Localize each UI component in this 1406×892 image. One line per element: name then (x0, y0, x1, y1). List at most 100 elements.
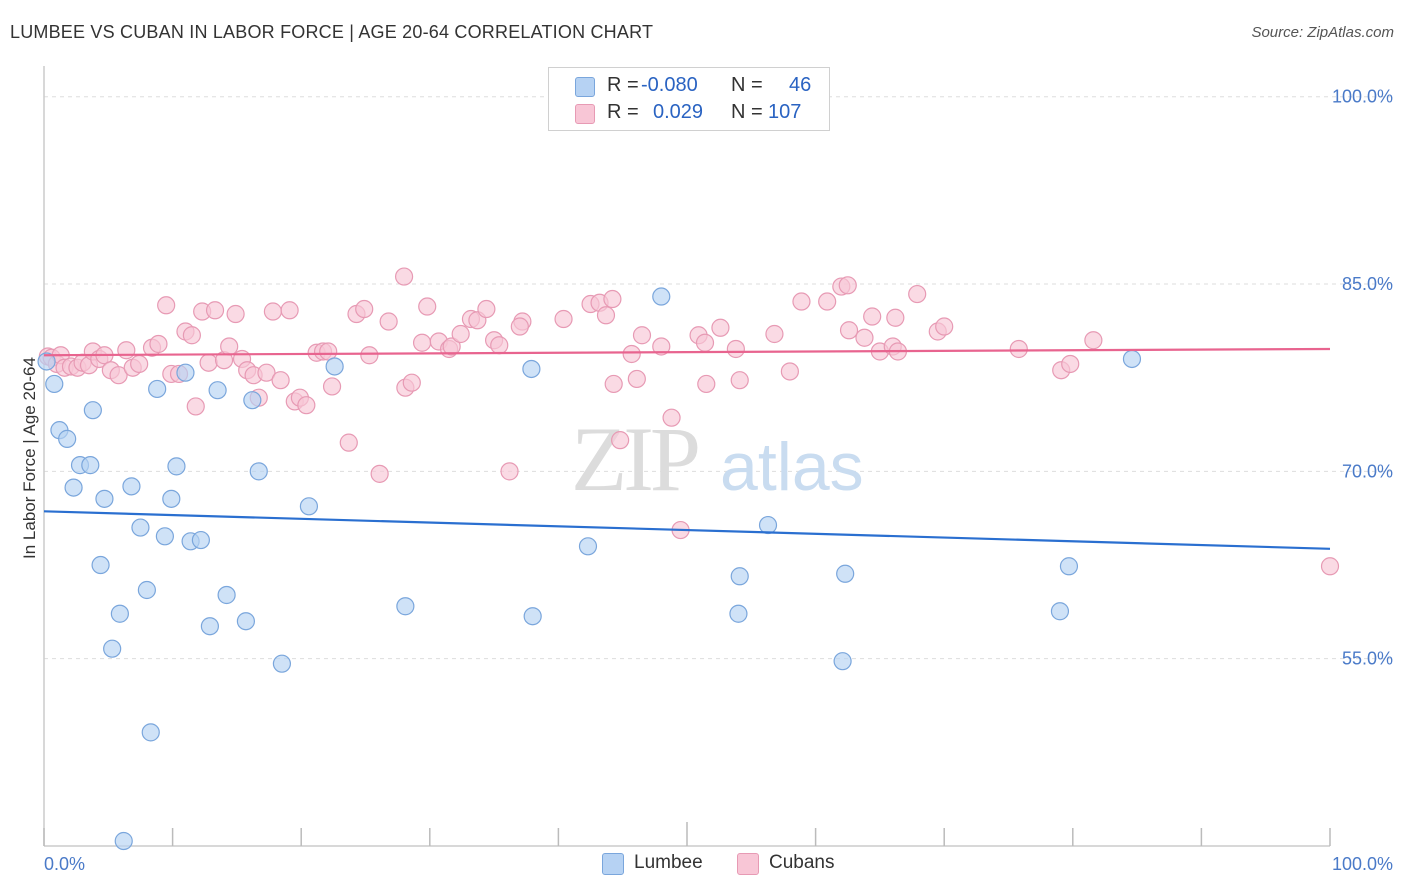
point-lumbee (114, 831, 133, 851)
point-lumbee (758, 515, 778, 535)
point-lumbee (155, 527, 174, 546)
point-cubans (765, 324, 784, 344)
point-lumbee (249, 462, 268, 481)
data-points (37, 267, 1340, 851)
point-lumbee (652, 287, 671, 306)
point-cubans (652, 337, 671, 356)
point-lumbee (208, 381, 227, 400)
point-cubans (263, 302, 283, 321)
point-lumbee (299, 497, 319, 516)
watermark-zip: ZIP (571, 408, 698, 510)
point-cubans (726, 339, 745, 359)
x-tick-label: 0.0% (44, 854, 85, 874)
point-cubans (418, 297, 437, 316)
point-cubans (149, 334, 168, 354)
point-cubans (780, 362, 799, 381)
point-cubans (451, 324, 470, 344)
legend-label-lumbee: Lumbee (634, 852, 703, 873)
point-cubans (379, 312, 398, 331)
point-cubans (322, 377, 342, 396)
point-lumbee (81, 456, 100, 475)
point-cubans (1084, 331, 1103, 350)
x-tick-labels: 0.0% 100.0% (44, 854, 1393, 874)
point-lumbee (191, 530, 210, 550)
point-lumbee (137, 580, 156, 600)
point-cubans (510, 317, 529, 336)
point-cubans (1320, 557, 1340, 576)
legend-label-cubans: Cubans (769, 852, 835, 873)
point-cubans (412, 333, 432, 352)
point-cubans (182, 326, 201, 345)
point-lumbee (131, 518, 150, 537)
point-cubans (818, 292, 837, 311)
point-cubans (838, 276, 857, 295)
point-cubans (297, 396, 316, 415)
point-cubans (355, 299, 374, 319)
point-cubans (186, 397, 205, 416)
point-cubans (596, 306, 616, 325)
y-tick-label: 100.0% (1332, 87, 1393, 107)
stats-n-value: 107 (768, 101, 802, 123)
point-lumbee (523, 607, 542, 626)
stats-r-label: R = (607, 101, 639, 123)
point-cubans (711, 318, 730, 337)
y-tick-label: 85.0% (1342, 274, 1393, 294)
point-cubans (730, 371, 749, 390)
point-cubans (1061, 354, 1080, 374)
point-lumbee (162, 489, 181, 508)
point-cubans (205, 301, 225, 320)
point-cubans (500, 462, 519, 481)
point-lumbee (37, 352, 56, 371)
point-cubans (662, 408, 681, 427)
point-cubans (792, 292, 811, 311)
point-lumbee (522, 359, 541, 379)
point-lumbee (217, 585, 236, 605)
point-lumbee (95, 489, 114, 508)
point-lumbee (729, 604, 748, 623)
axes (43, 66, 1331, 847)
stats-n-label: N = (731, 74, 763, 96)
y-tick-label: 70.0% (1342, 461, 1393, 481)
point-cubans (490, 336, 509, 355)
point-lumbee (1059, 557, 1079, 576)
point-cubans (603, 289, 622, 309)
point-cubans (360, 346, 379, 365)
point-lumbee (176, 363, 195, 382)
point-lumbee (200, 617, 219, 636)
point-lumbee (45, 374, 64, 394)
point-lumbee (122, 477, 141, 496)
stats-swatch-cubans (575, 104, 595, 124)
y-tick-labels: 100.0% 85.0% 70.0% 55.0% (1332, 87, 1393, 669)
point-cubans (271, 371, 290, 390)
trend-line-lumbee (43, 510, 1331, 550)
point-lumbee (148, 379, 167, 399)
legend-swatch-cubans (737, 853, 759, 875)
x-tick-label: 100.0% (1332, 854, 1393, 874)
point-lumbee (1122, 349, 1142, 369)
point-cubans (886, 308, 905, 327)
point-lumbee (58, 429, 77, 448)
point-lumbee (110, 604, 129, 623)
stats-n-value: 46 (789, 74, 812, 96)
point-cubans (402, 373, 421, 392)
watermark-atlas: atlas (720, 429, 864, 505)
stats-r-value: -0.080 (641, 74, 698, 96)
trend-line-cubans (43, 347, 1331, 357)
point-lumbee (236, 612, 256, 631)
point-lumbee (730, 567, 749, 586)
stats-box: R = -0.080 N = 46 R = 0.029 N = 107 (548, 67, 830, 131)
point-lumbee (103, 639, 122, 658)
point-cubans (855, 328, 874, 347)
point-cubans (604, 374, 623, 394)
source-label: Source: ZipAtlas.com (1251, 24, 1394, 41)
point-cubans (611, 431, 630, 450)
point-lumbee (836, 564, 855, 583)
point-lumbee (578, 537, 598, 556)
point-cubans (220, 337, 239, 356)
point-cubans (157, 296, 176, 315)
point-cubans (339, 433, 358, 452)
point-cubans (632, 326, 652, 345)
point-lumbee (272, 654, 292, 673)
point-cubans (627, 369, 646, 389)
